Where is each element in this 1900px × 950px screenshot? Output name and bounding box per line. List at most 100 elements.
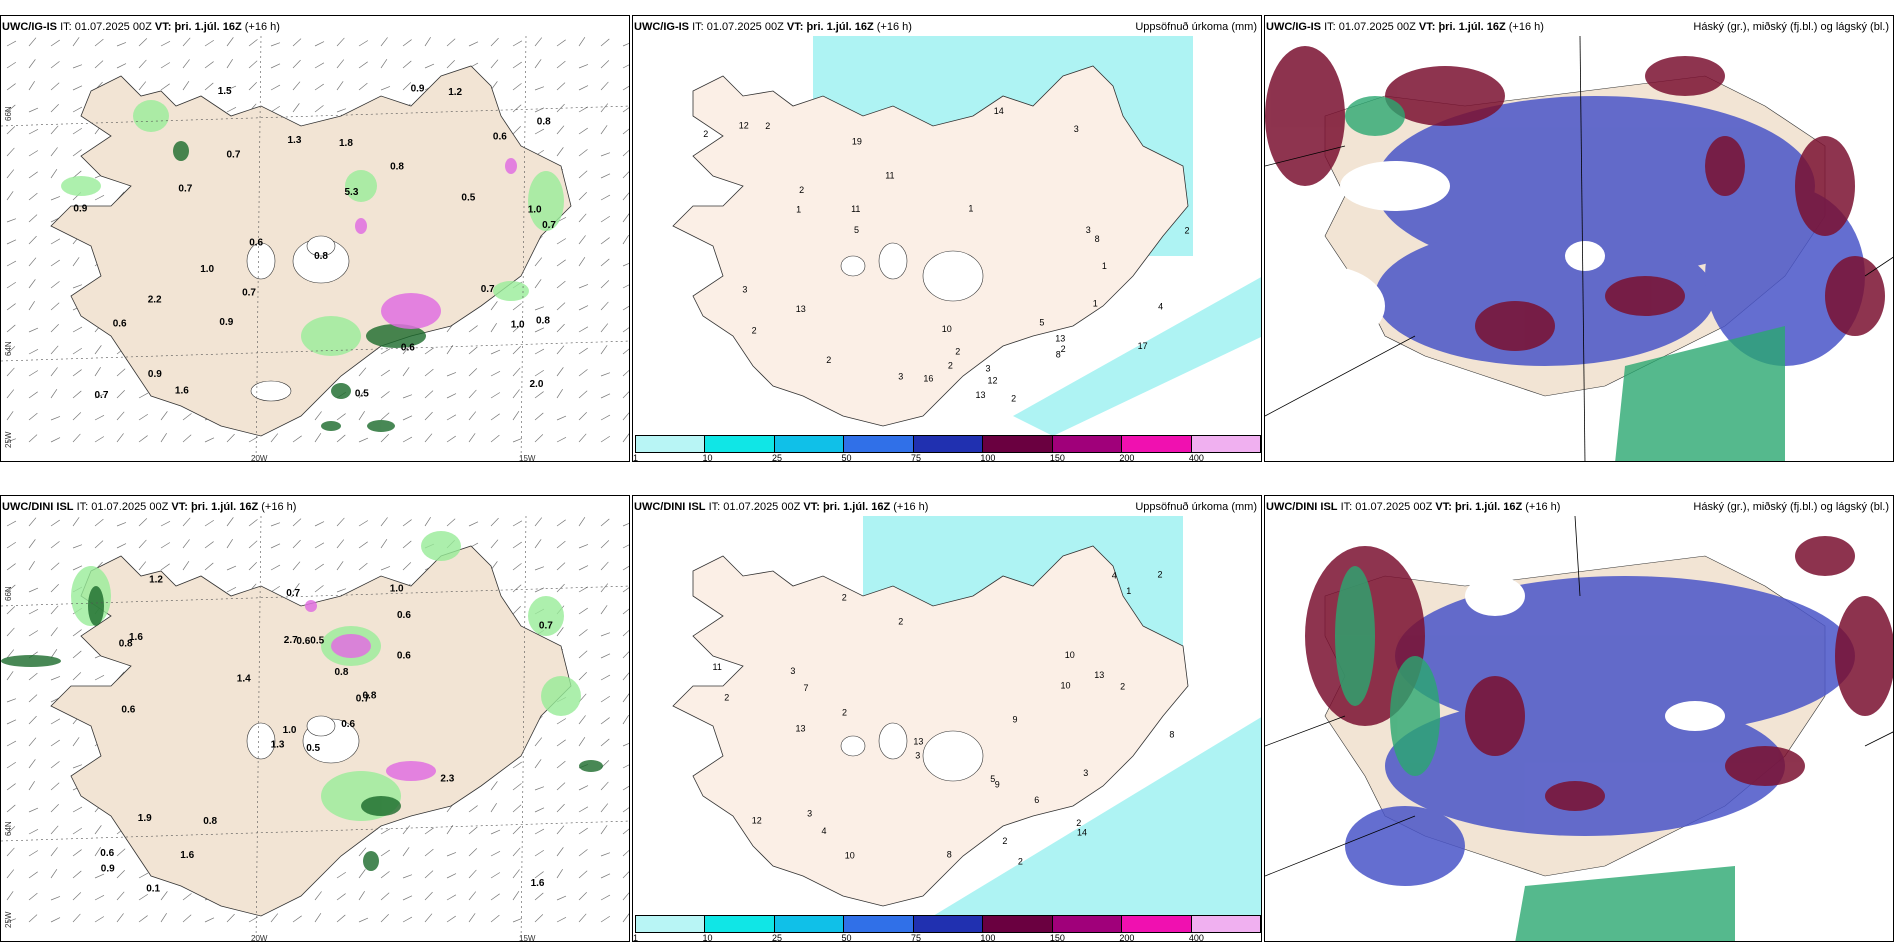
wind-barb: [424, 390, 434, 399]
wind-barb: [6, 239, 17, 245]
wind-barb: [468, 869, 477, 879]
wind-barb: [160, 912, 167, 923]
value-label: 1.6: [175, 386, 189, 397]
value-label: 0.8: [203, 816, 217, 827]
wind-barb: [6, 438, 17, 443]
value-label: 1.6: [180, 850, 194, 861]
wind-barb: [138, 81, 147, 91]
wind-barb: [28, 107, 39, 113]
wind-barb: [578, 284, 589, 289]
value-label: 3: [1086, 225, 1091, 235]
wind-barb: [6, 869, 15, 879]
vt-label: VT:: [1435, 501, 1452, 513]
wind-barb: [314, 41, 325, 47]
wind-barb: [160, 432, 167, 443]
wind-barb: [402, 345, 411, 355]
wind-barb: [490, 392, 501, 399]
wind-barb: [28, 171, 38, 179]
legend-swatch: [983, 916, 1053, 932]
wind-barb: [6, 761, 17, 769]
panel-bot-mid: UWC/DINI ISL IT: 01.07.2025 00Z VT: þri.…: [632, 495, 1262, 942]
value-label: 0.8: [314, 251, 328, 262]
panel-top-mid: UWC/IG-IS IT: 01.07.2025 00Z VT: þri. 1.…: [632, 15, 1262, 462]
wind-barb: [138, 59, 147, 69]
wind-barb: [6, 563, 16, 571]
value-label: 0.7: [481, 284, 495, 295]
value-label: 2: [752, 326, 757, 336]
wind-barb: [490, 893, 500, 901]
value-label: 0.8: [536, 315, 550, 326]
value-label: 13: [796, 724, 806, 734]
legend-swatch: [774, 916, 845, 932]
wind-barb: [578, 369, 588, 377]
wind-barb: [6, 826, 16, 835]
wind-barb: [28, 150, 39, 157]
wind-barb: [50, 147, 58, 157]
value-label: 5: [990, 774, 995, 784]
wind-barb: [336, 81, 344, 91]
wind-barb: [204, 917, 215, 923]
wind-barb: [94, 345, 102, 355]
ice-caps: [246, 235, 350, 402]
wind-barb: [6, 740, 17, 747]
wind-barb: [534, 369, 545, 377]
legend-swatch: [774, 436, 845, 452]
wind-barb: [28, 759, 36, 769]
value-label: 6: [1034, 795, 1039, 805]
wind-barb: [28, 850, 39, 857]
value-label: 0.7: [178, 184, 192, 195]
wind-barb: [116, 869, 125, 879]
wind-barb: [248, 561, 257, 571]
value-label: 3: [1074, 124, 1079, 134]
value-label: 2: [1076, 818, 1081, 828]
wind-barb: [512, 61, 522, 69]
legend-tick: 1: [633, 453, 639, 462]
value-label: 1.0: [390, 583, 404, 594]
wind-barb: [94, 414, 105, 421]
wind-barb: [116, 411, 125, 421]
map-svg: [1265, 36, 1893, 461]
value-label: 1.2: [149, 575, 163, 586]
value-label: 0.5: [461, 193, 475, 204]
wind-barb: [424, 36, 431, 47]
legend-swatch: [844, 916, 914, 932]
wind-barb: [578, 64, 589, 69]
wind-barb: [50, 825, 59, 835]
value-label: 0.6: [121, 705, 135, 716]
wind-barb: [380, 86, 391, 91]
wind-barb: [336, 37, 345, 47]
value-label: 0.7: [539, 620, 553, 631]
wind-barb: [534, 434, 544, 443]
value-label: 2: [1185, 226, 1190, 236]
value-label: 2: [1061, 344, 1066, 354]
wind-barb: [50, 718, 61, 725]
wind-barb: [28, 517, 37, 527]
wind-barb: [622, 714, 629, 725]
value-label: 17: [1138, 341, 1148, 351]
wind-barb: [534, 59, 542, 69]
value-label: 3: [1083, 768, 1088, 778]
wind-barb: [556, 367, 564, 377]
it-value: 01.07.2025 00Z: [723, 501, 801, 513]
value-label: 1.0: [283, 725, 297, 736]
wind-barb: [622, 871, 629, 879]
wind-barb: [600, 125, 608, 135]
model-name: UWC/IG-IS: [634, 21, 689, 33]
wind-barb: [6, 40, 17, 47]
wind-barb: [600, 605, 608, 615]
wind-barb: [622, 213, 629, 223]
wind-barb: [6, 126, 16, 135]
wind-barb: [94, 60, 104, 69]
wind-barb: [446, 393, 457, 399]
wind-barb: [380, 539, 388, 549]
value-label: 11: [851, 204, 860, 214]
wind-barb: [600, 280, 610, 289]
value-label: 1.2: [448, 87, 462, 98]
wind-barb: [138, 915, 148, 923]
wind-barb: [534, 914, 544, 923]
value-label: 1.9: [138, 813, 152, 824]
it-label: IT:: [1324, 21, 1336, 33]
wind-barb: [72, 64, 83, 69]
wind-barb: [138, 539, 147, 549]
